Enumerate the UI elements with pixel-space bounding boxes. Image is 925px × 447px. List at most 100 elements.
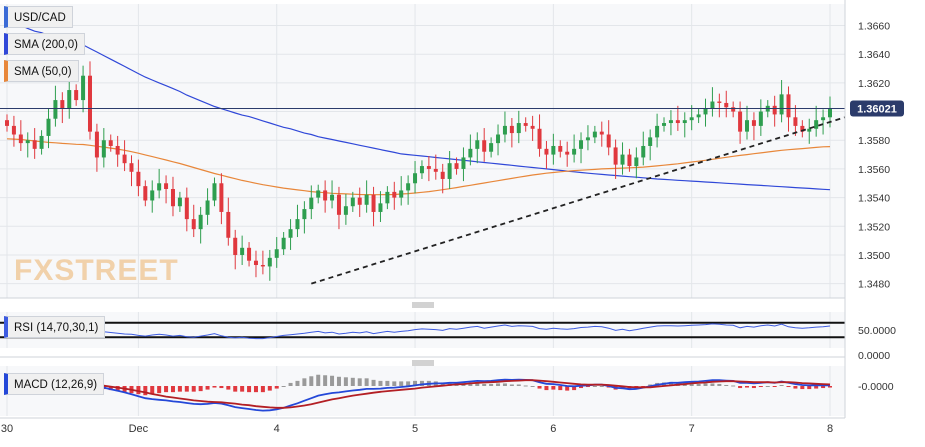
macd-histogram-bar [164, 386, 169, 393]
candle-body [502, 125, 507, 135]
candle-body [11, 125, 16, 135]
macd-histogram-bar [821, 386, 826, 389]
y-tick-label: 1.3520 [858, 221, 890, 233]
macd-histogram-bar [295, 380, 300, 386]
candle-body [413, 173, 418, 184]
macd-histogram-bar [343, 377, 348, 386]
sma200-label: SMA (200,0) [14, 39, 78, 51]
candle-body [599, 131, 604, 135]
candle-body [682, 120, 687, 124]
macd-histogram-bar [392, 381, 397, 386]
candle-body [219, 183, 224, 212]
macd-histogram-bar [530, 386, 535, 387]
macd-histogram-bar [323, 375, 328, 386]
macd-histogram-bar [592, 386, 597, 387]
candle-body [5, 120, 9, 126]
macd-histogram-bar [758, 386, 763, 388]
macd-histogram-bar [274, 386, 279, 389]
x-tick-label: Dec [129, 423, 149, 435]
candle-body [343, 206, 348, 215]
candle-body [558, 145, 563, 152]
candle-body [25, 140, 30, 144]
macd-histogram-bar [371, 379, 376, 386]
macd-histogram-bar [558, 386, 563, 391]
candle-body [94, 131, 99, 158]
macd-histogram-bar [226, 386, 231, 390]
candle-body [419, 166, 424, 174]
macd-histogram-bar [551, 386, 556, 390]
candle-body [378, 203, 383, 212]
candle-body [668, 120, 673, 124]
candle-body [530, 125, 535, 129]
macd-histogram-bar [205, 386, 210, 390]
y-tick-label: 1.3480 [858, 279, 890, 291]
candle-body [247, 247, 252, 261]
macd-histogram-bar [710, 383, 715, 386]
candle-body [205, 200, 210, 215]
watermark-logo: FXSTREET [14, 254, 179, 287]
macd-histogram-bar [253, 386, 258, 393]
macd-histogram-bar [198, 386, 203, 392]
candle-body [516, 123, 521, 134]
candle-body [385, 191, 390, 204]
sma200-line [6, 17, 831, 191]
candle-body [772, 105, 777, 115]
x-tick-label: 5 [412, 423, 418, 435]
macd-histogram-bar [288, 382, 293, 386]
last-price-label: 1.36021 [857, 104, 897, 116]
candle-body [164, 183, 169, 190]
macd-histogram-bar [336, 376, 341, 386]
candle-body [454, 163, 459, 169]
rsi-legend[interactable]: RSI (14,70,30,1) [4, 316, 106, 338]
candle-body [572, 148, 577, 155]
main-panel-bg [0, 4, 845, 298]
macd-histogram-bar [240, 386, 245, 392]
candle-body [634, 157, 639, 167]
candle-body [316, 190, 321, 198]
candle-body [18, 134, 23, 144]
candle-body [281, 237, 286, 250]
macd-panel-bg [0, 366, 845, 416]
candle-body [592, 131, 597, 138]
y-tick-label: 1.3620 [858, 78, 890, 90]
macd-histogram-bar [772, 386, 777, 387]
macd-legend[interactable]: MACD (12,26,9) [4, 373, 105, 395]
candle-body [821, 117, 826, 121]
y-tick-label: 1.3660 [858, 21, 890, 33]
candle-body [426, 166, 431, 169]
rsi-resize-handle[interactable] [412, 302, 434, 308]
macd-line [6, 378, 830, 412]
sma50-legend[interactable]: SMA (50,0) [4, 60, 79, 82]
macd-histogram-bar [793, 386, 798, 389]
macd-histogram-bar [509, 384, 514, 386]
y-tick-label: 1.3640 [858, 49, 890, 61]
rsi-label: RSI (14,70,30,1) [14, 322, 99, 334]
macd-histogram-bar [350, 377, 355, 386]
macd-histogram-bar [378, 380, 383, 386]
candle-body [620, 154, 625, 165]
macd-histogram-bar [309, 376, 314, 386]
macd-histogram-bar [751, 386, 756, 389]
candle-body [710, 101, 715, 109]
candle-body [330, 194, 335, 201]
candle-body [433, 168, 438, 172]
candle-body [274, 249, 279, 258]
candle-body [696, 114, 701, 118]
candle-body [143, 186, 148, 201]
macd-histogram-bar [807, 386, 812, 390]
sma50-line [6, 138, 831, 196]
macd-resize-handle[interactable] [412, 360, 434, 366]
macd-histogram-bar [689, 383, 694, 386]
candle-body [814, 120, 819, 129]
candle-body [392, 191, 397, 198]
macd-histogram-bar [406, 381, 411, 386]
candle-body [357, 197, 362, 205]
candle-body [523, 123, 528, 126]
macd-histogram-bar [260, 386, 265, 393]
sma200-legend[interactable]: SMA (200,0) [4, 33, 85, 55]
candle-body [544, 148, 549, 155]
candle-body [745, 120, 750, 132]
instrument-legend[interactable]: USD/CAD [4, 6, 73, 28]
macd-histogram-bar [281, 386, 286, 387]
candle-body [253, 260, 258, 266]
